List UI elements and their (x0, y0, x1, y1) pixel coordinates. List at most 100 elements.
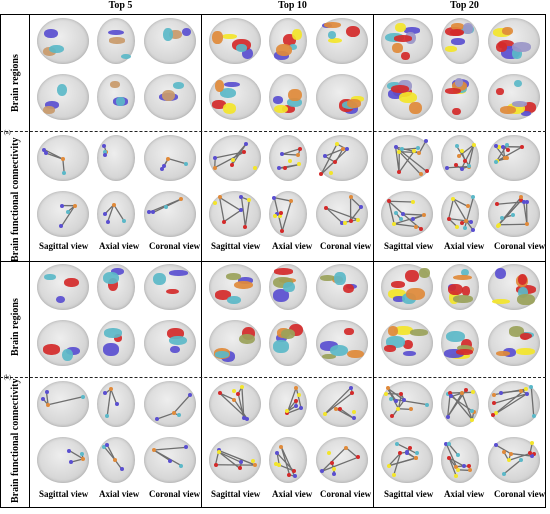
brain-region (500, 106, 516, 115)
brain-region (393, 35, 412, 42)
view-label-coronal-a1: Coronal view (149, 241, 201, 251)
view-label-coronal-b3: Coronal view (494, 489, 546, 499)
brain-region (385, 336, 405, 348)
connectivity-node (238, 208, 243, 213)
connectivity-node (274, 211, 279, 216)
brain-region (327, 37, 342, 44)
connectivity-node (396, 406, 401, 411)
connectivity-node (212, 201, 217, 206)
brain-region (445, 46, 458, 52)
connectivity-edge (396, 443, 417, 455)
connectivity-node (114, 402, 119, 407)
connectivity-node (69, 460, 74, 465)
connectivity-node (277, 463, 282, 468)
brain-region (65, 346, 80, 355)
connectivity-node (81, 456, 86, 461)
row-divider-middle (0, 261, 546, 262)
connectivity-node (151, 447, 156, 452)
brain-region (451, 22, 465, 30)
connectivity-node (527, 451, 532, 456)
connectivity-node (167, 458, 172, 463)
connectivity-node (65, 209, 70, 214)
connectivity-node (232, 388, 237, 393)
connectivity-node (285, 409, 290, 414)
connectivity-node (390, 414, 395, 419)
view-label-axial-a2: Axial view (272, 241, 313, 251)
connectivity-edge (386, 392, 402, 395)
brain-region (495, 42, 507, 52)
connectivity-edge (173, 395, 191, 414)
connectivity-edge (498, 196, 522, 226)
brain-region (222, 33, 237, 39)
brain-region (42, 105, 55, 114)
connectivity-node (241, 416, 246, 421)
connectivity-node (414, 451, 419, 456)
brain-region (403, 339, 414, 350)
connectivity-node (121, 218, 126, 223)
view-label-coronal-a2: Coronal view (320, 241, 372, 251)
connectivity-edge (324, 148, 344, 157)
connectivity-node (398, 217, 403, 222)
connectivity-edge (218, 197, 225, 222)
brain-region (108, 37, 125, 44)
brain-render (144, 381, 196, 427)
brain-region (522, 102, 536, 113)
connectivity-node (448, 391, 453, 396)
connectivity-node (322, 154, 327, 159)
brain-region (225, 273, 242, 281)
connectivity-edge (497, 200, 527, 205)
brain-region (273, 340, 290, 353)
connectivity-edge (60, 205, 76, 227)
row-divider-top-left (0, 14, 30, 15)
connectivity-node (424, 169, 429, 174)
connectivity-node (108, 387, 113, 392)
connectivity-node (445, 165, 450, 170)
connectivity-edge (45, 392, 49, 405)
connectivity-node (412, 149, 417, 154)
connectivity-node (237, 466, 242, 471)
connectivity-node (243, 224, 248, 229)
brain-region (62, 348, 74, 362)
brain-region (452, 107, 461, 116)
connectivity-node (518, 388, 523, 393)
connectivity-node (462, 226, 467, 231)
brain-region (283, 281, 295, 292)
brain-region (181, 27, 192, 37)
brain-region (55, 295, 66, 303)
brain-region (460, 268, 469, 277)
brain-render (269, 135, 307, 181)
connectivity-node (524, 199, 529, 204)
connectivity-node (493, 442, 498, 447)
brain-region (392, 42, 403, 53)
brain-region (517, 293, 535, 305)
brain-render (316, 381, 368, 427)
panel-tag-b: (b) (4, 375, 11, 381)
connectivity-node (501, 471, 506, 476)
connectivity-node (102, 211, 107, 216)
connectivity-edge (464, 144, 475, 162)
connectivity-edge (495, 444, 511, 455)
connectivity-node (410, 199, 415, 204)
connectivity-node (523, 387, 528, 392)
connectivity-node (40, 396, 45, 401)
connectivity-node (239, 385, 244, 390)
connectivity-node (60, 157, 65, 162)
brain-region (462, 286, 471, 296)
connectivity-node (356, 217, 361, 222)
connectivity-node (155, 416, 160, 421)
connectivity-edge (388, 200, 404, 215)
connectivity-node (404, 450, 409, 455)
view-label-sagittal-b2: Sagittal view (211, 489, 261, 499)
view-label-coronal-b2: Coronal view (320, 489, 372, 499)
connectivity-edge (523, 202, 528, 225)
brain-region (401, 51, 411, 60)
connectivity-node (62, 171, 67, 176)
connectivity-node (287, 472, 292, 477)
brain-region (169, 30, 183, 40)
brain-region (456, 344, 473, 352)
connectivity-node (408, 446, 413, 451)
connectivity-node (499, 216, 504, 221)
connectivity-node (280, 228, 285, 233)
